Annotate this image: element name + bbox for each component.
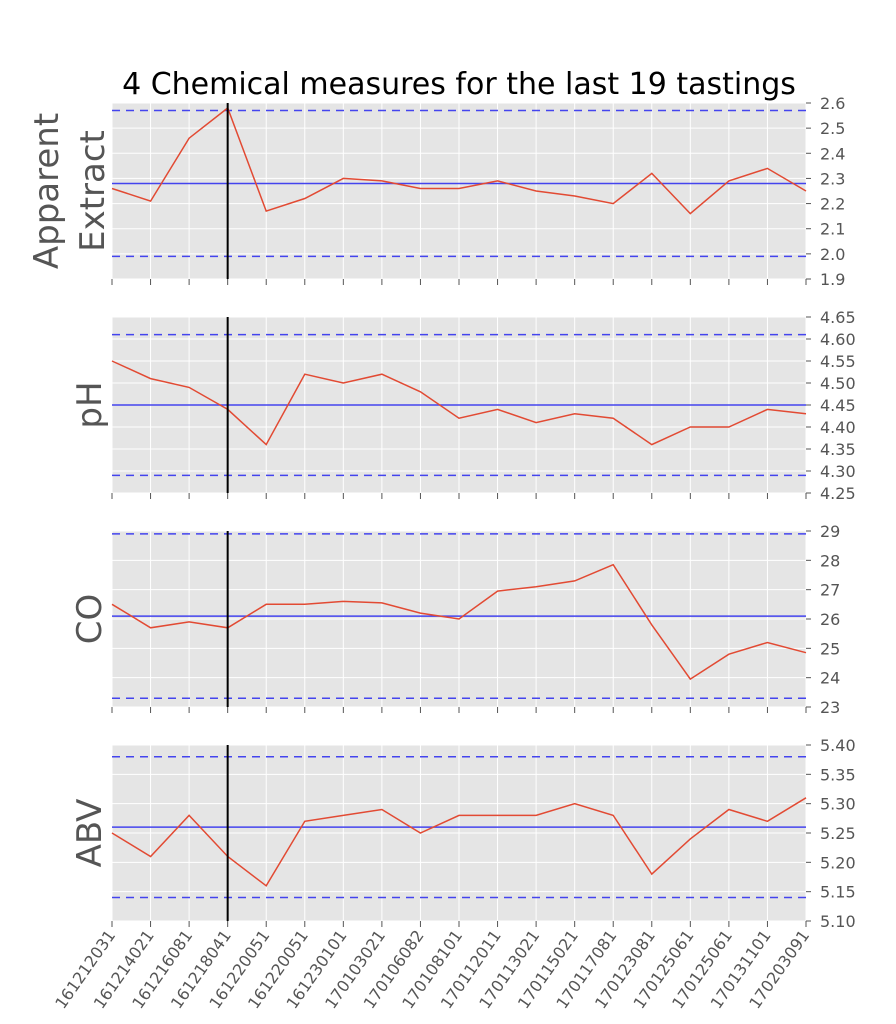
y-tick-label: 5.20 xyxy=(820,853,856,872)
y-tick-label: 23 xyxy=(820,698,840,717)
y-tick-label: 4.40 xyxy=(820,418,856,437)
y-tick-label: 2.6 xyxy=(820,94,845,113)
panel-3: 23 24 25 26 27 28 29 xyxy=(111,522,840,717)
chart-title: 4 Chemical measures for the last 19 tast… xyxy=(122,67,796,102)
y-tick-label: 4.25 xyxy=(820,484,856,503)
y-tick-label: 2.0 xyxy=(820,245,845,264)
y-axis-label-line: pH xyxy=(70,381,110,428)
y-tick-label: 4.65 xyxy=(820,308,856,327)
y-tick-label: 5.25 xyxy=(820,824,856,843)
y-tick-label: 1.9 xyxy=(820,270,845,289)
y-axis-label-line: Apparent xyxy=(27,113,67,269)
y-tick-label: 4.50 xyxy=(820,374,856,393)
y-tick-label: 26 xyxy=(820,610,840,629)
y-axis-label: CO xyxy=(70,594,110,645)
y-tick-label: 4.45 xyxy=(820,396,856,415)
y-tick-label: 4.60 xyxy=(820,330,856,349)
y-tick-label: 4.55 xyxy=(820,352,856,371)
y-axis-label: pH xyxy=(70,381,110,428)
y-tick-label: 4.30 xyxy=(820,462,856,481)
panel-4: 5.10 5.15 5.20 5.25 5.30 5.35 5.40 xyxy=(111,736,856,931)
y-tick-label: 2.2 xyxy=(820,195,845,214)
y-tick-label: 5.30 xyxy=(820,795,856,814)
y-tick-label: 25 xyxy=(820,639,840,658)
y-tick-label: 5.35 xyxy=(820,765,856,784)
y-tick-label: 4.35 xyxy=(820,440,856,459)
y-tick-label: 29 xyxy=(820,522,840,541)
y-axis-label-line: ABV xyxy=(70,799,110,868)
y-axis-label: Apparent Extract xyxy=(27,113,113,269)
y-tick-label: 2.5 xyxy=(820,119,845,138)
y-tick-label: 2.4 xyxy=(820,144,845,163)
y-tick-label: 24 xyxy=(820,669,840,688)
y-tick-label: 5.10 xyxy=(820,912,856,931)
y-tick-label: 5.40 xyxy=(820,736,856,755)
y-tick-label: 27 xyxy=(820,581,840,600)
y-axis-label-line: CO xyxy=(70,594,110,645)
panel-2: 4.25 4.30 4.35 4.40 4.45 4.50 4.55 4.60 4.65 xyxy=(111,308,856,503)
y-tick-label: 2.1 xyxy=(820,220,845,239)
y-axis-label-line: Extract xyxy=(73,130,113,252)
panel-1: 1.9 2.0 2.1 2.2 2.3 2.4 2.5 2.6 xyxy=(111,94,845,289)
y-tick-label: 28 xyxy=(820,551,840,570)
y-tick-label: 2.3 xyxy=(820,169,845,188)
y-axis-label: ABV xyxy=(70,799,110,868)
y-tick-label: 5.15 xyxy=(820,883,856,902)
